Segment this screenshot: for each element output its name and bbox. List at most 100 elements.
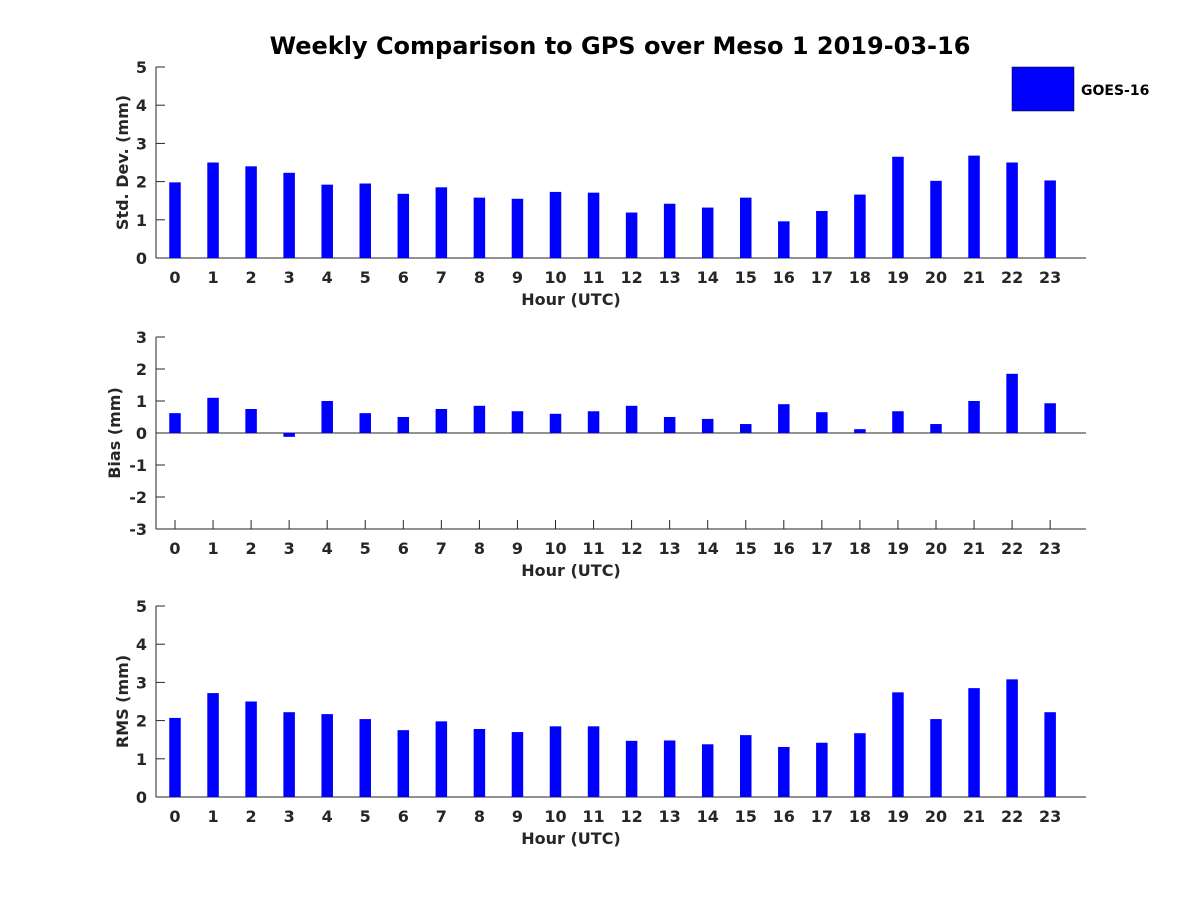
bar-std-hour-20: [930, 180, 942, 258]
bar-bias-hour-11: [587, 411, 600, 433]
bar-rms-hour-10: [549, 726, 562, 797]
y-tick-label: 3: [136, 673, 147, 692]
legend: GOES-16: [1011, 66, 1149, 112]
bar-rms-hour-17: [816, 742, 828, 797]
x-tick-label: 17: [811, 807, 833, 826]
bar-bias-hour-5: [359, 413, 371, 433]
y-tick-label: 3: [136, 328, 147, 347]
bar-rms-hour-12: [625, 740, 638, 797]
x-tick-label: 12: [620, 539, 642, 558]
x-tick-label: 9: [512, 539, 523, 558]
bar-rms-hour-9: [511, 732, 524, 797]
x-tick-label: 22: [1001, 268, 1023, 287]
y-tick-label: 5: [136, 58, 147, 77]
x-tick-label: 12: [620, 268, 642, 287]
x-tick-label: 1: [207, 539, 218, 558]
bar-bias-hour-2: [245, 409, 257, 433]
x-tick-label: 13: [659, 268, 681, 287]
y-tick-label: -3: [129, 520, 147, 539]
bar-std-hour-1: [207, 162, 219, 258]
x-tick-label: 15: [735, 807, 757, 826]
x-tick-label: 23: [1039, 807, 1061, 826]
x-tick-label: 21: [963, 807, 985, 826]
x-tick-label: 8: [474, 807, 485, 826]
chart-title: Weekly Comparison to GPS over Meso 1 201…: [270, 32, 971, 60]
bar-rms-hour-8: [473, 729, 486, 797]
y-tick-label: 2: [136, 360, 147, 379]
legend-label: GOES-16: [1081, 83, 1149, 99]
y-axis-label: Std. Dev. (mm): [113, 95, 132, 230]
y-axis-label: Bias (mm): [105, 387, 124, 479]
bar-bias-hour-12: [625, 405, 638, 433]
bar-rms-hour-2: [245, 701, 257, 797]
bar-bias-hour-13: [663, 417, 676, 433]
bar-std-hour-19: [892, 156, 904, 258]
bar-rms-hour-0: [169, 717, 181, 797]
y-tick-label: 3: [136, 134, 147, 153]
x-tick-label: 13: [659, 807, 681, 826]
x-tick-label: 7: [436, 539, 447, 558]
x-tick-label: 3: [284, 268, 295, 287]
bar-rms-hour-4: [321, 714, 333, 797]
x-tick-label: 16: [773, 807, 795, 826]
x-tick-label: 6: [398, 807, 409, 826]
bar-bias-hour-23: [1044, 403, 1056, 433]
x-tick-label: 9: [512, 268, 523, 287]
y-axis-label: RMS (mm): [113, 655, 132, 748]
x-tick-label: 14: [697, 539, 719, 558]
x-tick-label: 8: [474, 539, 485, 558]
bar-std-hour-14: [701, 207, 714, 258]
bar-std-hour-10: [549, 191, 562, 258]
bar-std-hour-17: [816, 211, 828, 258]
x-axis-label: Hour (UTC): [521, 829, 621, 848]
y-tick-label: 5: [136, 597, 147, 616]
y-tick-label: -2: [129, 488, 147, 507]
bar-std-hour-8: [473, 197, 486, 258]
x-tick-label: 20: [925, 539, 947, 558]
bar-std-hour-12: [625, 212, 638, 258]
bar-std-hour-5: [359, 183, 371, 258]
x-tick-label: 19: [887, 807, 909, 826]
x-tick-label: 5: [360, 268, 371, 287]
x-tick-label: 7: [436, 268, 447, 287]
x-tick-label: 10: [544, 268, 566, 287]
x-tick-label: 19: [887, 539, 909, 558]
bar-bias-hour-15: [740, 424, 752, 433]
y-tick-label: 0: [136, 249, 147, 268]
bar-std-hour-9: [511, 198, 524, 258]
x-tick-label: 13: [659, 539, 681, 558]
x-tick-label: 8: [474, 268, 485, 287]
bar-rms-hour-3: [283, 712, 295, 797]
bar-bias-hour-14: [701, 418, 714, 433]
bar-rms-hour-5: [359, 719, 371, 797]
bar-bias-hour-18: [854, 429, 866, 433]
bar-bias-hour-16: [778, 404, 790, 433]
bar-std-hour-0: [169, 182, 181, 258]
x-tick-label: 14: [697, 807, 719, 826]
y-tick-label: 1: [136, 211, 147, 230]
x-tick-label: 4: [322, 268, 333, 287]
bar-bias-hour-7: [435, 409, 448, 433]
bar-rms-hour-13: [663, 740, 676, 797]
y-tick-label: 1: [136, 392, 147, 411]
bar-std-hour-15: [740, 197, 752, 258]
bar-bias-hour-9: [511, 411, 524, 433]
x-tick-label: 21: [963, 539, 985, 558]
bar-rms-hour-14: [701, 744, 714, 797]
x-tick-label: 1: [207, 807, 218, 826]
x-tick-label: 5: [360, 807, 371, 826]
bar-bias-hour-20: [930, 424, 942, 433]
bar-rms-hour-18: [854, 733, 866, 797]
x-tick-label: 17: [811, 268, 833, 287]
bar-std-hour-6: [397, 193, 410, 258]
x-tick-label: 10: [544, 807, 566, 826]
x-axis-label: Hour (UTC): [521, 290, 621, 309]
bar-rms-hour-16: [778, 746, 790, 797]
x-tick-label: 16: [773, 268, 795, 287]
bar-rms-hour-20: [930, 719, 942, 797]
x-tick-label: 7: [436, 807, 447, 826]
x-tick-label: 6: [398, 539, 409, 558]
